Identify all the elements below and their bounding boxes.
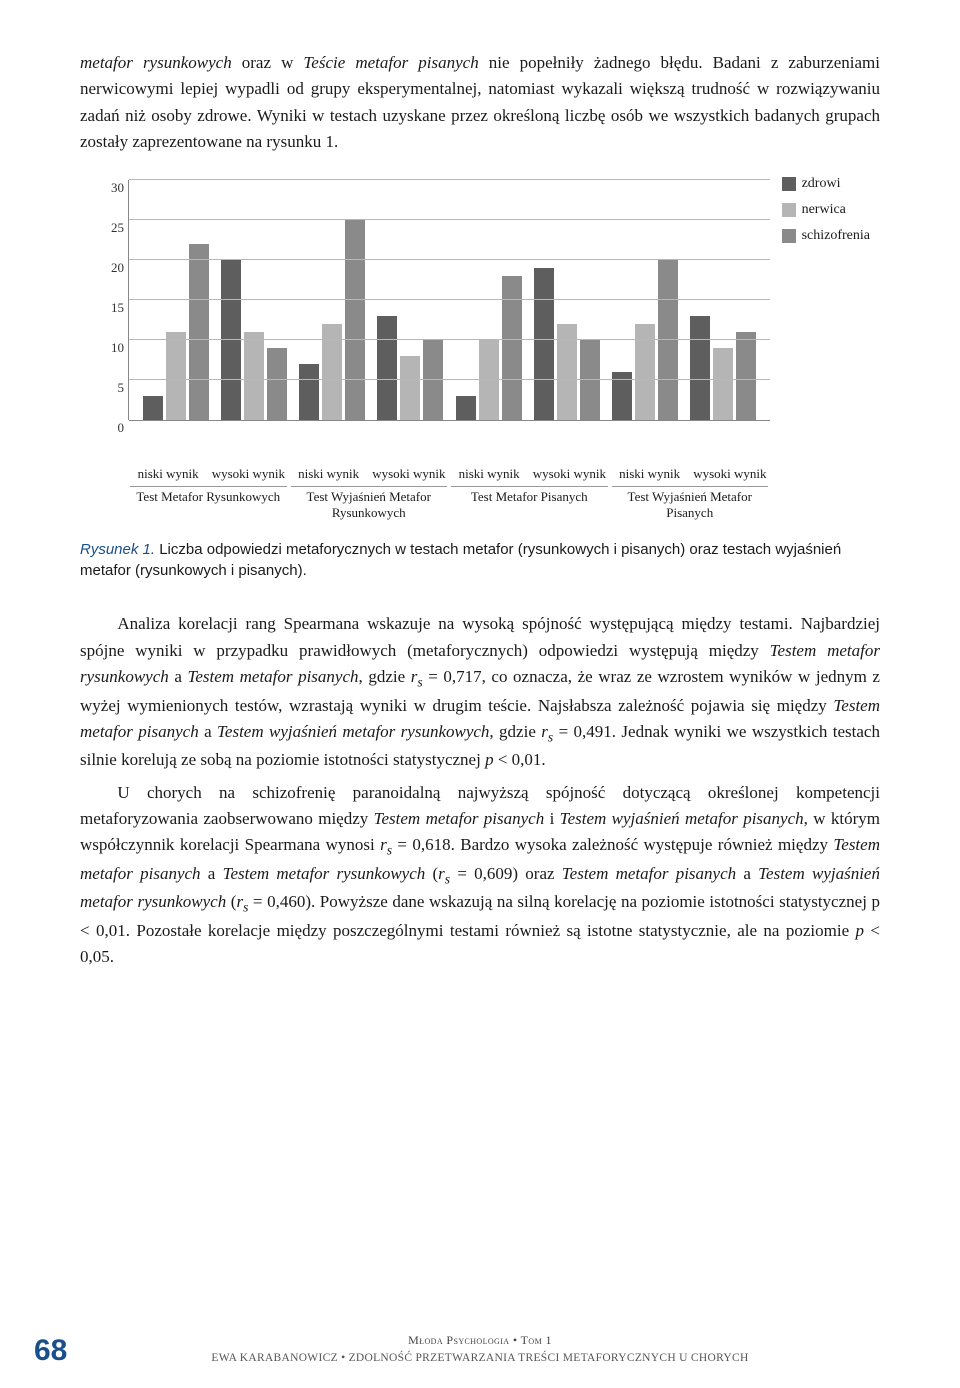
caption-label: Rysunek 1. bbox=[80, 541, 155, 558]
figure-caption: Rysunek 1. Liczba odpowiedzi metaforyczn… bbox=[80, 539, 880, 581]
y-tick-label: 0 bbox=[118, 420, 125, 436]
y-tick-label: 25 bbox=[111, 220, 124, 236]
x-major-label: Test Metafor Pisanych bbox=[449, 489, 609, 521]
gridline bbox=[129, 179, 770, 180]
y-tick-label: 30 bbox=[111, 180, 124, 196]
x-sub-label: wysoki wynik bbox=[211, 466, 285, 482]
footer: Młoda Psychologia • Tom 1 EWA KARABANOWI… bbox=[0, 1333, 960, 1364]
footer-author-title: EWA KARABANOWICZ • ZDOLNOŚĆ PRZETWARZANI… bbox=[0, 1352, 960, 1364]
bar bbox=[400, 356, 420, 420]
legend-item: nerwica bbox=[782, 202, 870, 218]
x-sub-label: niski wynik bbox=[131, 466, 205, 482]
x-sub-label: niski wynik bbox=[452, 466, 526, 482]
x-divider bbox=[128, 482, 770, 483]
legend-label: nerwica bbox=[802, 202, 846, 218]
body-paragraph-1: Analiza korelacji rang Spearmana wskazuj… bbox=[80, 611, 880, 773]
intro-italic-2: Teście metafor pisanych bbox=[303, 53, 478, 72]
legend-label: zdrowi bbox=[802, 176, 841, 192]
x-major-label: Test Metafor Rysunkowych bbox=[128, 489, 288, 521]
intro-italic-1: metafor rysunkowych bbox=[80, 53, 232, 72]
bar bbox=[345, 220, 365, 420]
page: metafor rysunkowych oraz w Teście metafo… bbox=[0, 0, 960, 1388]
bar-group bbox=[690, 180, 756, 420]
legend-swatch bbox=[782, 177, 796, 191]
x-sub-label: wysoki wynik bbox=[532, 466, 606, 482]
intro-text-1: oraz w bbox=[232, 53, 304, 72]
legend: zdrowi nerwica schizofrenia bbox=[782, 176, 870, 254]
bar bbox=[267, 348, 287, 420]
intro-paragraph: metafor rysunkowych oraz w Teście metafo… bbox=[80, 50, 880, 155]
bar bbox=[534, 268, 554, 420]
bar bbox=[189, 244, 209, 420]
gridline bbox=[129, 379, 770, 380]
bar-group bbox=[221, 180, 287, 420]
y-tick-label: 20 bbox=[111, 260, 124, 276]
x-sub-label: wysoki wynik bbox=[693, 466, 767, 482]
bar-group bbox=[299, 180, 365, 420]
bar-group bbox=[377, 180, 443, 420]
y-axis: 051015202530 bbox=[100, 180, 129, 420]
bar-group bbox=[143, 180, 209, 420]
chart: 051015202530 zdrowinerwicaschizofrenia n… bbox=[80, 180, 880, 521]
y-tick-label: 10 bbox=[111, 340, 124, 356]
x-sub-labels: niski wynik wysoki wynik niski wynik wysoki… bbox=[128, 466, 770, 482]
bar-group bbox=[534, 180, 600, 420]
legend-item: zdrowi bbox=[782, 176, 870, 192]
legend-item: schizofrenia bbox=[782, 228, 870, 244]
bar bbox=[713, 348, 733, 420]
legend-label: schizofrenia bbox=[802, 228, 870, 244]
x-major-label: Test Wyjaśnień Metafor Pisanych bbox=[610, 489, 770, 521]
bar bbox=[658, 260, 678, 420]
chart-box: 051015202530 zdrowinerwicaschizofrenia n… bbox=[80, 180, 880, 521]
bar bbox=[423, 340, 443, 420]
caption-text: Liczba odpowiedzi metaforycznych w testa… bbox=[80, 541, 841, 579]
x-sub-label: wysoki wynik bbox=[372, 466, 446, 482]
y-tick-label: 15 bbox=[111, 300, 124, 316]
footer-series: Młoda Psychologia • Tom 1 bbox=[0, 1333, 960, 1348]
gridline bbox=[129, 299, 770, 300]
bar bbox=[580, 340, 600, 420]
gridline bbox=[129, 219, 770, 220]
bar-group bbox=[612, 180, 678, 420]
gridline bbox=[129, 339, 770, 340]
legend-swatch bbox=[782, 229, 796, 243]
x-sub-label: niski wynik bbox=[613, 466, 687, 482]
bar bbox=[221, 260, 241, 420]
x-major-label: Test Wyjaśnień Metafor Rysunkowych bbox=[289, 489, 449, 521]
gridline bbox=[129, 259, 770, 260]
bar bbox=[502, 276, 522, 420]
bar bbox=[479, 340, 499, 420]
bar-group bbox=[456, 180, 522, 420]
bar bbox=[143, 396, 163, 420]
bar bbox=[456, 396, 476, 420]
plot bbox=[129, 180, 770, 421]
bar bbox=[377, 316, 397, 420]
y-tick-label: 5 bbox=[118, 380, 125, 396]
bar bbox=[299, 364, 319, 420]
bar bbox=[736, 332, 756, 420]
x-major-labels: Test Metafor RysunkowychTest Wyjaśnień M… bbox=[128, 489, 770, 521]
bar-groups bbox=[129, 180, 770, 420]
legend-swatch bbox=[782, 203, 796, 217]
bar bbox=[166, 332, 186, 420]
body-paragraph-2: U chorych na schizofrenię paranoidalną n… bbox=[80, 780, 880, 971]
bar bbox=[244, 332, 264, 420]
bar bbox=[690, 316, 710, 420]
chart-plot-area: 051015202530 zdrowinerwicaschizofrenia bbox=[100, 180, 770, 460]
x-sub-label: niski wynik bbox=[292, 466, 366, 482]
